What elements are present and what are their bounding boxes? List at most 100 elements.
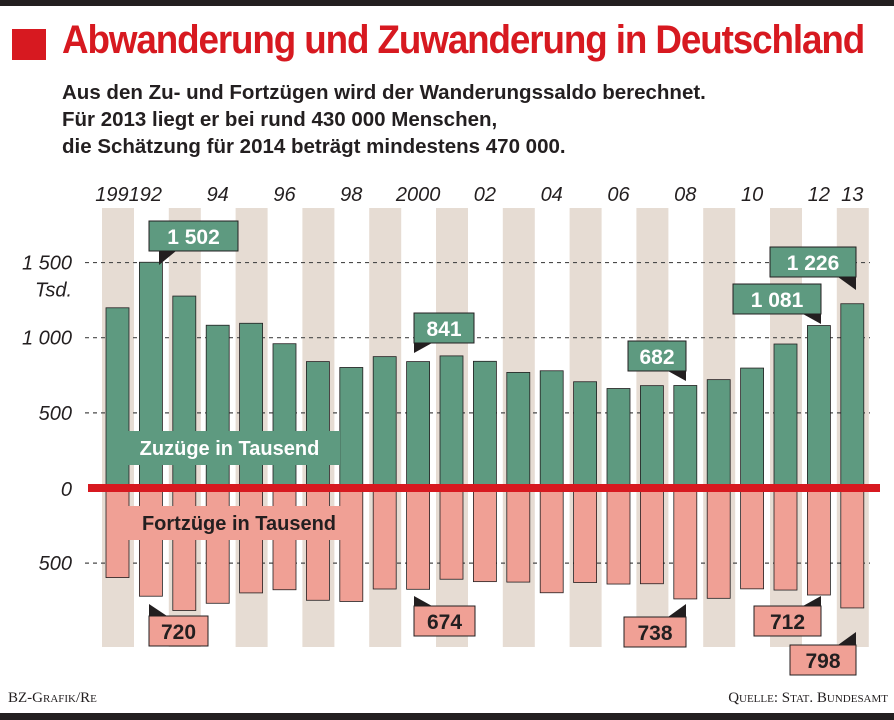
inflow-bar [439, 355, 464, 489]
callout-box [623, 616, 687, 648]
callout-box [769, 246, 857, 278]
bottom-rule [0, 713, 894, 720]
callout-pointer [668, 604, 686, 617]
outflow-series-label: Fortzüge in Tausend [119, 506, 359, 540]
inflow-bar [472, 360, 497, 489]
outflow-bar [138, 487, 163, 597]
callout-pointer [668, 371, 686, 381]
x-tick-label: 94 [207, 184, 229, 206]
outflow-value-callout: 738 [623, 604, 687, 648]
outflow-value-callout: 712 [753, 596, 822, 637]
callout-box [627, 340, 687, 372]
inflow-bar [506, 372, 531, 489]
y-tick-label: 0 [61, 479, 72, 501]
outflow-bar [339, 487, 364, 602]
outflow-value-callout: 798 [789, 632, 857, 676]
zero-line [88, 484, 880, 492]
callout-value: 1 226 [787, 252, 840, 275]
outflow-bar [472, 487, 497, 583]
callout-value: 738 [637, 622, 672, 645]
inflow-value-callout: 1 226 [769, 246, 857, 290]
inflow-label-box [119, 431, 340, 465]
callout-pointer [159, 251, 176, 265]
x-tick-label: 10 [741, 184, 763, 206]
callout-pointer [838, 632, 856, 645]
callout-value: 1 081 [751, 289, 804, 312]
inflow-bar [372, 356, 397, 489]
inflow-bar [606, 388, 631, 489]
inflow-series-label: Zuzüge in Tausend [119, 431, 340, 465]
outflow-bar [305, 487, 330, 601]
outflow-bar [807, 487, 831, 596]
x-tick-label: 12 [808, 184, 830, 206]
x-tick-label: 92 [140, 184, 162, 206]
inflow-value-callout: 841 [413, 312, 475, 353]
callout-box [413, 312, 475, 344]
callout-pointer [414, 596, 432, 606]
top-rule [0, 0, 894, 6]
callout-value: 712 [770, 611, 805, 634]
outflow-bar [406, 487, 431, 590]
callout-pointer [149, 604, 167, 616]
outflow-bar [239, 487, 264, 594]
chart-title: Abwanderung und Zuwanderung in Deutschla… [62, 18, 865, 62]
callout-box [148, 615, 209, 647]
subtitle-line-1: Aus den Zu- und Fortzügen wird der Wande… [62, 81, 706, 104]
outflow-bar [840, 487, 865, 609]
callout-value: 720 [161, 621, 196, 644]
x-tick-label: 2000 [395, 184, 441, 206]
callout-box [732, 283, 822, 315]
x-tick-label: 04 [541, 184, 563, 206]
outflow-bar [606, 487, 631, 585]
callout-box [413, 605, 476, 637]
outflow-bar [706, 487, 731, 599]
inflow-bar [740, 367, 764, 489]
y-tick-label: 500 [39, 553, 72, 575]
inflow-bar [339, 367, 364, 489]
callout-value: 674 [427, 611, 462, 634]
inflow-bar [640, 385, 664, 489]
y-tick-label: 1 500 [22, 253, 72, 275]
chart-subtitle: Aus den Zu- und Fortzügen wird der Wande… [62, 79, 706, 160]
outflow-bar [539, 487, 564, 594]
x-tick-label: 98 [340, 184, 362, 206]
x-tick-label: 13 [841, 184, 863, 206]
inflow-bar [573, 381, 597, 489]
outflow-label-text: Fortzüge in Tausend [142, 513, 336, 535]
inflow-bar [272, 343, 297, 489]
outflow-bar [740, 487, 764, 590]
outflow-value-callout: 720 [148, 604, 209, 647]
x-tick-label: 96 [273, 184, 296, 206]
inflow-bar [305, 361, 330, 489]
inflow-bar [706, 379, 731, 489]
title-marker [12, 29, 46, 60]
outflow-bar [506, 487, 531, 583]
outflow-bar [372, 487, 397, 590]
callout-box [148, 220, 239, 252]
callout-pointer [414, 343, 432, 353]
outflow-bar [673, 487, 698, 600]
y-tick-label: 500 [39, 403, 72, 425]
inflow-value-callout: 1 081 [732, 283, 822, 324]
inflow-bar [840, 303, 865, 489]
callout-pointer [838, 277, 856, 290]
callout-value: 682 [639, 346, 674, 369]
callout-pointer [803, 596, 821, 606]
y-tick-label: 1 000 [22, 328, 72, 350]
subtitle-line-3: die Schätzung für 2014 beträgt mindesten… [62, 135, 566, 158]
outflow-bar [640, 487, 664, 585]
callout-box [789, 644, 857, 676]
inflow-bar [406, 361, 431, 489]
callout-pointer [803, 314, 821, 324]
callout-value: 798 [805, 650, 840, 673]
y-tick-label: Tsd. [35, 280, 72, 302]
inflow-bar [807, 325, 831, 489]
inflow-bar [673, 385, 698, 489]
inflow-value-callout: 682 [627, 340, 687, 381]
outflow-bar [205, 487, 230, 604]
inflow-bar [773, 343, 798, 489]
inflow-label-text: Zuzüge in Tausend [140, 438, 320, 460]
x-tick-label: 02 [474, 184, 496, 206]
outflow-bar [773, 487, 798, 591]
